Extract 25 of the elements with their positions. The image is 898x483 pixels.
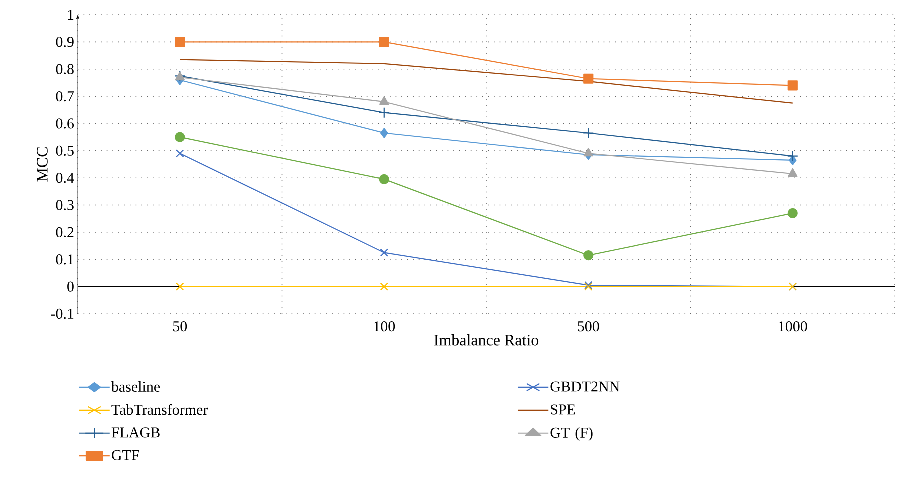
x-tick-label: 1000 [779,322,808,332]
x-tick-label: 100 [374,322,396,332]
legend-label: FLAGB [112,428,160,438]
y-tick-label: 0.9 [56,37,74,48]
y-tick-label: 0.6 [56,118,74,129]
x-tick-label: 50 [174,322,188,332]
y-tick-label: 0.7 [56,91,74,102]
x-axis-title: Imbalance Ratio [434,334,539,346]
y-tick-label: 0 [68,282,74,292]
y-tick-label: 0.1 [56,254,74,265]
legend-label: GBDT2NN [550,382,620,392]
y-tick-label: 1 [68,10,74,20]
legend-label: TabTransformer [112,404,208,416]
y-tick-label: 0.5 [56,146,74,156]
legend-label: baseline [111,381,160,392]
y-tick-label: 0.8 [56,64,74,74]
y-axis-title: MCC [37,148,48,182]
legend-label: GT (F) [550,427,593,442]
legend-label: SPE [551,404,576,415]
y-tick-label: 0.3 [56,200,74,210]
x-tick-label: 500 [578,322,600,332]
y-tick-label: 0.2 [56,227,74,238]
legend-label: GTF [112,450,140,460]
y-tick-label: 0.4 [56,173,74,184]
y-tick-label: -0.1 [51,308,74,320]
